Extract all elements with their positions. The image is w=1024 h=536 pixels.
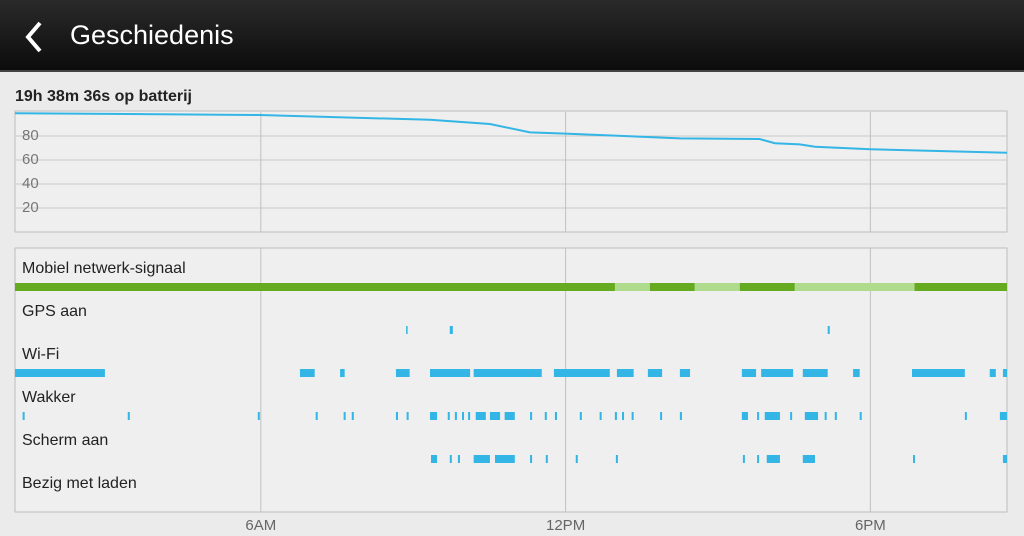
activity-segment — [545, 455, 548, 463]
activity-segment — [647, 369, 663, 377]
y-tick-label: 60 — [22, 151, 39, 168]
activity-segment — [766, 455, 780, 463]
activity-segment — [913, 455, 916, 463]
activity-segment — [761, 369, 794, 377]
activity-segment — [473, 369, 542, 377]
activity-segment — [530, 455, 533, 463]
y-tick-label: 80 — [22, 127, 39, 144]
activity-segment — [679, 412, 682, 420]
activity-segment — [757, 412, 760, 420]
activity-segment — [449, 455, 452, 463]
activity-segment — [989, 369, 996, 377]
row-label: Scherm aan — [22, 432, 108, 449]
activity-segment — [406, 326, 408, 334]
activity-segment — [616, 369, 634, 377]
activity-segment — [454, 412, 457, 420]
activity-segment — [599, 412, 602, 420]
activity-segment — [461, 412, 465, 420]
activity-segment — [804, 412, 819, 420]
y-tick-label: 40 — [22, 175, 39, 192]
activity-segment — [475, 412, 486, 420]
activity-segment — [553, 369, 610, 377]
plot-frame — [14, 110, 1008, 233]
activity-segment — [631, 412, 634, 420]
activity-segment — [794, 283, 915, 291]
activity-segment — [449, 326, 453, 334]
activity-segment — [447, 412, 450, 420]
activity-segment — [679, 369, 691, 377]
activity-segment — [827, 326, 830, 334]
activity-segment — [802, 455, 815, 463]
activity-segment — [615, 455, 618, 463]
activity-segment — [395, 412, 398, 420]
activity-segment — [741, 369, 757, 377]
activity-segment — [1002, 455, 1007, 463]
activity-segment — [429, 412, 438, 420]
activity-segment — [495, 455, 515, 463]
activity-segment — [429, 369, 471, 377]
timeline-frame — [14, 247, 1008, 513]
activity-segment — [15, 283, 1007, 291]
activity-segment — [660, 412, 663, 420]
activity-segment — [351, 412, 354, 420]
action-bar: Geschiedenis — [0, 0, 1024, 72]
activity-segment — [127, 412, 130, 420]
y-tick-label: 20 — [22, 199, 39, 216]
row-label: Wakker — [22, 389, 76, 406]
activity-segment — [299, 369, 315, 377]
x-tick-label: 12PM — [546, 517, 585, 534]
x-tick-label: 6AM — [245, 517, 276, 534]
activity-segment — [614, 283, 650, 291]
activity-segment — [834, 412, 837, 420]
activity-segment — [468, 412, 471, 420]
activity-segment — [790, 412, 793, 420]
activity-segment — [473, 455, 490, 463]
activity-segment — [859, 412, 862, 420]
history-chart: 19h 38m 36s op batterij 20 40 60 80 6AM 12PM 6P… — [14, 88, 1008, 534]
back-button[interactable] — [20, 17, 50, 57]
row-label: Bezig met laden — [22, 475, 137, 492]
activity-segment — [530, 412, 533, 420]
activity-segment — [757, 455, 760, 463]
activity-segment — [614, 412, 617, 420]
activity-segment — [1002, 369, 1007, 377]
activity-segment — [554, 412, 557, 420]
activity-segment — [504, 412, 515, 420]
activity-segment — [315, 412, 318, 420]
activity-segment — [575, 455, 578, 463]
battery-duration: 19h 38m 36s op batterij — [15, 88, 192, 105]
activity-segment — [964, 412, 967, 420]
activity-segment — [457, 455, 460, 463]
activity-segment — [431, 455, 438, 463]
activity-segment — [824, 412, 827, 420]
activity-segment — [406, 412, 409, 420]
activity-segment — [999, 412, 1007, 420]
activity-segment — [22, 412, 25, 420]
screen-title: Geschiedenis — [70, 20, 234, 50]
row-label: GPS aan — [22, 303, 87, 320]
activity-segment — [742, 455, 745, 463]
activity-segment — [741, 412, 748, 420]
activity-segment — [764, 412, 780, 420]
activity-segment — [544, 412, 547, 420]
activity-segment — [694, 283, 740, 291]
activity-segment — [802, 369, 828, 377]
activity-segment — [395, 369, 410, 377]
activity-segment — [853, 369, 860, 377]
x-tick-label: 6PM — [855, 517, 886, 534]
row-label: Mobiel netwerk-signaal — [22, 260, 186, 277]
activity-segment — [15, 369, 105, 377]
activity-segment — [489, 412, 501, 420]
activity-segment — [257, 412, 260, 420]
activity-segment — [579, 412, 582, 420]
row-label: Wi-Fi — [22, 346, 59, 363]
activity-segment — [343, 412, 346, 420]
battery-line — [14, 112, 1008, 154]
activity-segment — [912, 369, 965, 377]
activity-segment — [340, 369, 345, 377]
activity-segment — [621, 412, 625, 420]
